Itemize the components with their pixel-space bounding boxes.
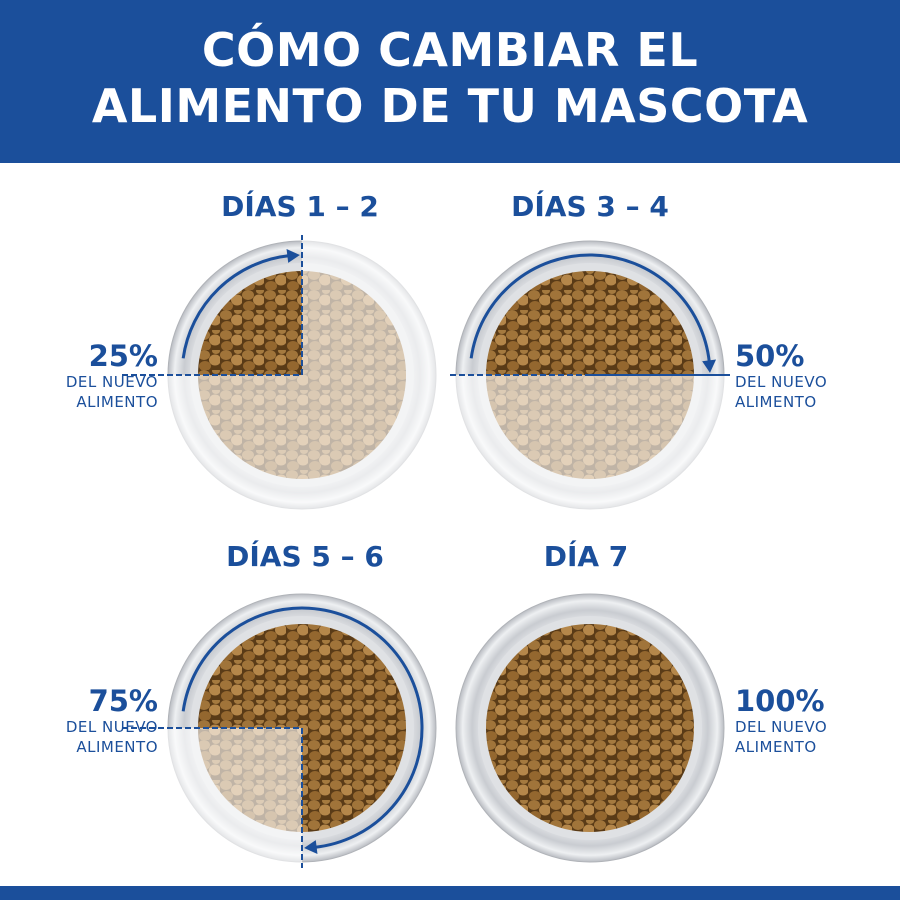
stage-days-5-6: DÍAS 5 – 6 75% DEL NUEVO ALIMENTO [0, 540, 440, 890]
arrow-icon [181, 606, 424, 849]
arrow-head-icon [304, 840, 318, 855]
stage-day-7: DÍA 7 100% DEL NUEVO ALIMENTO [440, 540, 880, 890]
bowl-illustration [450, 240, 730, 515]
stage-days-3-4: DÍAS 3 – 4 50% DEL NUEVO ALIMENTO [440, 190, 880, 540]
footer-band [0, 886, 900, 900]
old-food-overlay [162, 728, 302, 868]
percent-label: 50% DEL NUEVO ALIMENTO [735, 339, 828, 411]
percent-label: 25% DEL NUEVO ALIMENTO [65, 339, 158, 411]
old-food-overlay [450, 375, 730, 515]
stage-title: DÍAS 3 – 4 [511, 190, 669, 223]
bowl-illustration [455, 593, 725, 863]
stage-title: DÍAS 5 – 6 [226, 540, 384, 573]
arrow-icon [469, 253, 711, 363]
header-banner: CÓMO CAMBIAR EL ALIMENTO DE TU MASCOTA [0, 0, 900, 163]
percent-label: 100% DEL NUEVO ALIMENTO [735, 684, 828, 756]
stage-title: DÍA 7 [543, 540, 629, 573]
percent-label: 75% DEL NUEVO ALIMENTO [65, 684, 158, 756]
bowl-illustration [122, 235, 440, 515]
arrow-head-icon [286, 248, 300, 263]
bowl-illustration [122, 593, 437, 868]
stage-days-1-2: DÍAS 1 – 2 25% DEL NUEVO ALIMENTO [0, 190, 440, 540]
stage-title: DÍAS 1 – 2 [221, 190, 379, 223]
arrow-icon [181, 254, 290, 359]
arrow-head-icon [702, 359, 717, 373]
old-food-overlay [162, 235, 440, 515]
kibble [486, 624, 694, 832]
page-title: CÓMO CAMBIAR EL ALIMENTO DE TU MASCOTA [91, 23, 809, 133]
